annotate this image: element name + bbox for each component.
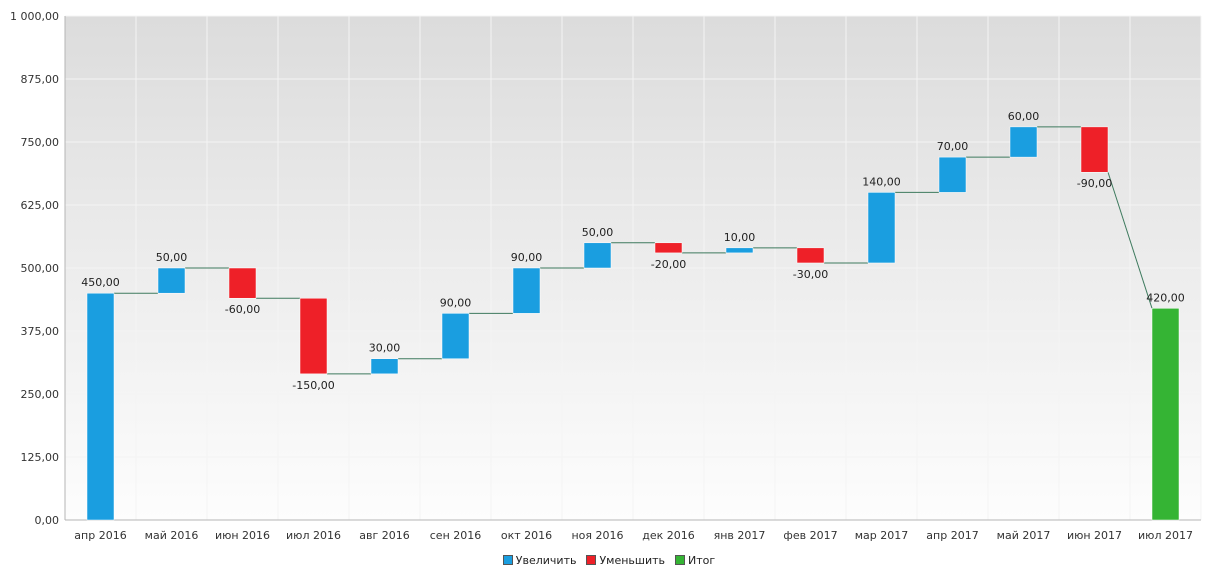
data-label: 450,00	[81, 276, 120, 289]
data-label: -20,00	[651, 258, 686, 271]
bar-increase	[725, 247, 754, 254]
bar-decrease	[654, 242, 683, 254]
x-tick-label: май 2017	[997, 529, 1051, 542]
x-tick-label: июн 2016	[215, 529, 270, 542]
bar-increase	[512, 267, 541, 314]
bar-increase	[86, 292, 115, 521]
x-tick-label: мар 2017	[855, 529, 909, 542]
connector-line	[1107, 172, 1153, 309]
x-tick-label: апр 2016	[74, 529, 126, 542]
x-tick-label: янв 2017	[714, 529, 766, 542]
legend: Увеличить Уменьшить Итог	[0, 552, 1218, 568]
legend-label-total: Итог	[688, 553, 716, 567]
data-label: 70,00	[937, 140, 969, 153]
bar-decrease	[1080, 126, 1109, 173]
legend-swatch-total	[675, 555, 686, 565]
data-label: 50,00	[582, 226, 614, 239]
x-tick-label: июн 2017	[1067, 529, 1122, 542]
bar-increase	[1009, 126, 1038, 158]
legend-item-decrease[interactable]: Уменьшить	[586, 554, 665, 567]
data-label: 30,00	[369, 342, 401, 355]
legend-item-total[interactable]: Итог	[675, 554, 715, 567]
legend-item-increase[interactable]: Увеличить	[502, 553, 577, 567]
data-label: -60,00	[225, 303, 260, 316]
data-label: -90,00	[1077, 177, 1112, 190]
bar-total	[1151, 308, 1180, 521]
y-tick-label: 750,00	[21, 136, 60, 149]
legend-label-decrease: Уменьшить	[599, 553, 666, 567]
bar-decrease	[228, 267, 257, 299]
bar-increase	[441, 313, 470, 359]
y-tick-label: 250,00	[21, 388, 60, 401]
bar-increase	[157, 267, 186, 294]
y-tick-label: 875,00	[21, 73, 60, 86]
bar-increase	[370, 358, 399, 375]
data-label: 60,00	[1008, 110, 1040, 123]
bar-increase	[583, 242, 612, 269]
legend-swatch-increase	[502, 555, 513, 565]
data-label: 90,00	[511, 251, 543, 264]
y-tick-label: 0,00	[35, 514, 60, 527]
waterfall-chart: 0,00 125,00 250,00 375,00 500,00 625,00 750,00…	[10, 10, 1202, 542]
x-tick-label: фев 2017	[783, 529, 837, 542]
legend-swatch-decrease	[586, 555, 597, 565]
y-tick-label: 1 000,00	[10, 10, 59, 23]
bar-increase	[867, 192, 896, 264]
x-tick-label: окт 2016	[501, 529, 552, 542]
x-tick-label: июл 2016	[286, 529, 341, 542]
data-label: 140,00	[862, 175, 901, 188]
x-tick-label: май 2016	[145, 529, 199, 542]
x-tick-label: июл 2017	[1138, 529, 1193, 542]
x-tick-label: апр 2017	[926, 529, 978, 542]
data-label: 10,00	[724, 231, 756, 244]
legend-label-increase: Увеличить	[515, 553, 577, 567]
y-tick-label: 375,00	[21, 325, 60, 338]
y-tick-label: 625,00	[21, 199, 60, 212]
data-label: 90,00	[440, 296, 472, 309]
data-label: 420,00	[1146, 291, 1185, 304]
data-label: 50,00	[156, 251, 188, 264]
y-tick-label: 500,00	[21, 262, 60, 275]
bar-decrease	[299, 297, 328, 375]
x-tick-label: сен 2016	[430, 529, 482, 542]
data-label: -30,00	[793, 268, 828, 281]
bar-decrease	[796, 247, 825, 264]
x-tick-label: дек 2016	[642, 529, 695, 542]
y-tick-label: 125,00	[21, 451, 60, 464]
data-label: -150,00	[292, 379, 334, 392]
x-tick-label: авг 2016	[359, 529, 410, 542]
bar-increase	[938, 156, 967, 193]
x-tick-label: ноя 2016	[571, 529, 623, 542]
